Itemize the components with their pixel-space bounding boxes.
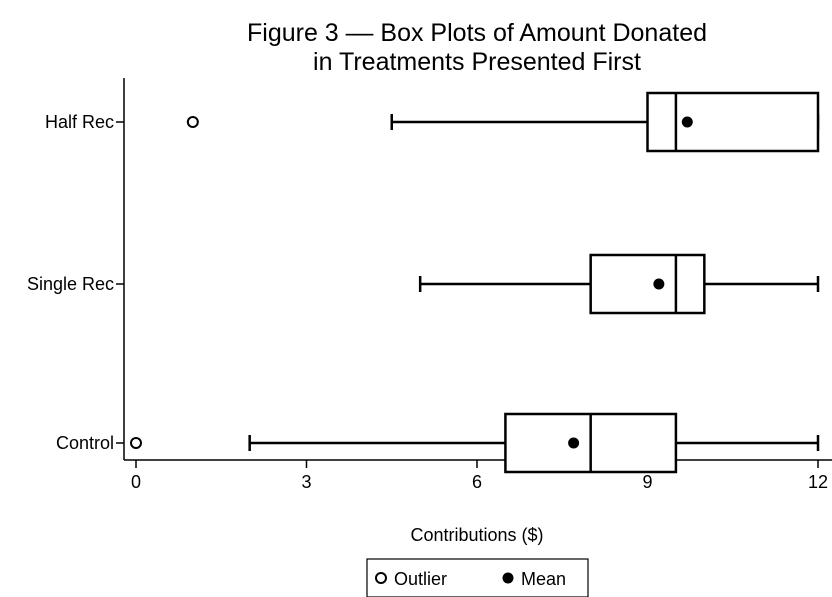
box-plot-series [130,91,820,474]
chart-title: Figure 3 –– Box Plots of Amount Donated … [247,19,707,76]
outlier-marker [186,116,199,128]
y-category-label: Single Rec [27,274,114,294]
iqr-box [646,91,820,153]
box-control [130,412,820,474]
legend-outlier-label: Outlier [394,569,447,589]
iqr-box [589,253,706,315]
legend-outlier-marker [375,572,387,584]
x-axis-label: Contributions ($) [410,525,543,545]
legend-mean-marker [502,572,514,584]
chart-title-line-1: Figure 3 –– Box Plots of Amount Donated [247,19,707,47]
mean-marker [568,437,580,449]
x-tick-label: 9 [642,472,652,492]
box-half-rec [186,91,820,153]
x-tick-label: 3 [301,472,311,492]
y-category-label: Half Rec [45,112,114,132]
x-axis-ticks: 0 3 6 9 12 [131,460,828,492]
y-category-label: Control [56,433,114,453]
outlier-marker [130,437,142,449]
x-tick-label: 6 [472,472,482,492]
box-single-rec [418,253,820,315]
y-axis-category-labels: Half Rec Single Rec Control [27,112,124,453]
x-tick-label: 0 [131,472,141,492]
legend-box [366,558,589,597]
mean-marker [653,278,665,290]
chart-title-line-2: in Treatments Presented First [313,48,641,76]
mean-marker [681,116,693,128]
legend-mean-label: Mean [521,569,566,589]
legend: Outlier Mean [366,558,589,597]
x-tick-label: 12 [808,472,828,492]
